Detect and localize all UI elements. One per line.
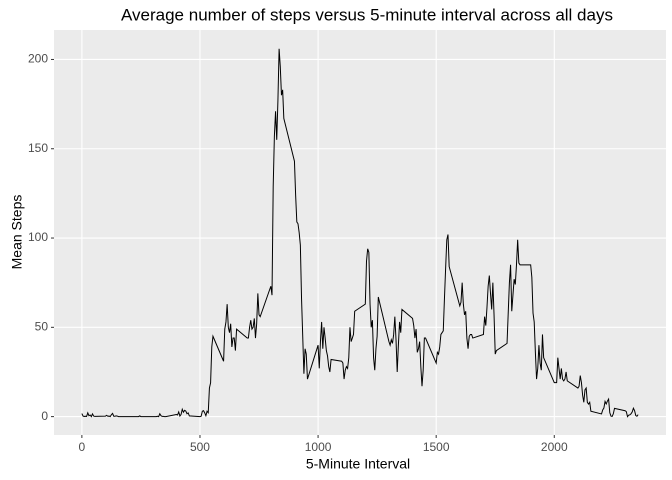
x-tick-label: 1000	[305, 440, 332, 454]
x-tick-label: 500	[190, 440, 210, 454]
x-tick-label: 0	[79, 440, 86, 454]
x-tick-label: 1500	[423, 440, 450, 454]
x-axis-title: 5-Minute Interval	[306, 456, 410, 472]
plot-panel	[54, 30, 666, 435]
y-tick-label: 150	[28, 141, 48, 155]
y-tick-label: 100	[28, 230, 48, 244]
data-line	[81, 48, 639, 418]
chart-title: Average number of steps versus 5-minute …	[121, 5, 613, 24]
y-tick-label: 50	[35, 319, 49, 333]
x-tick-label: 2000	[541, 440, 568, 454]
y-tick-label: 0	[41, 409, 48, 423]
y-axis-title: Mean Steps	[9, 195, 25, 270]
y-tick-label: 200	[28, 52, 48, 66]
